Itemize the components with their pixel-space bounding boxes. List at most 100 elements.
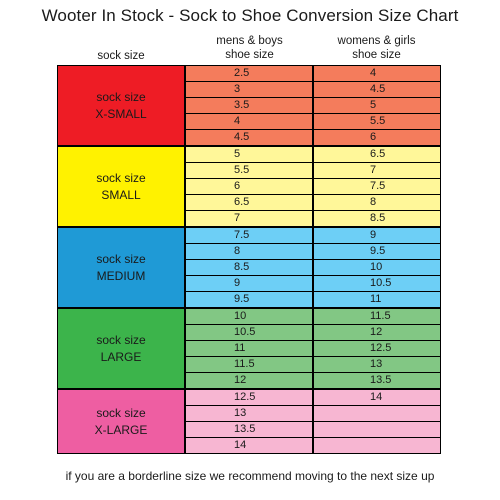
table-row: 7 8.5 <box>186 211 441 226</box>
mens-shoe-size-cell: 8.5 <box>186 260 312 275</box>
womens-shoe-size-cell: 11.5 <box>314 309 440 324</box>
mens-shoe-size-cell: 4 <box>186 114 312 129</box>
sock-size-label-cell: sock size X-LARGE <box>58 390 184 453</box>
table-row: 9.5 11 <box>186 292 441 307</box>
sock-size-header-label: sock size <box>97 50 145 62</box>
womens-shoe-size-cell: 7 <box>314 163 440 178</box>
mens-shoe-size-cell: 11.5 <box>186 357 312 372</box>
sock-size-label-name: LARGE <box>100 349 142 364</box>
mens-shoe-size-cell: 5 <box>186 147 312 162</box>
womens-shoe-size-cell <box>314 438 440 453</box>
mens-shoe-size-cell: 10 <box>186 309 312 324</box>
womens-shoe-size-cell: 9.5 <box>314 244 440 259</box>
sock-size-label-cell: sock size MEDIUM <box>58 228 184 307</box>
sock-size-label-name: MEDIUM <box>96 268 146 283</box>
mens-header-line2: shoe size <box>225 49 274 61</box>
size-group: sock size SMALL 5 6.5 5.5 7 6 7.5 6.5 8 7 8.5 <box>57 146 441 227</box>
mens-shoe-size-cell: 12.5 <box>186 390 312 405</box>
table-row: 11.5 13 <box>186 357 441 372</box>
table-row: 3.5 5 <box>186 98 441 113</box>
mens-shoe-size-cell: 9.5 <box>186 292 312 307</box>
womens-shoe-size-cell <box>314 406 440 421</box>
sock-size-label-name: X-LARGE <box>94 422 148 437</box>
womens-shoe-size-header: womens & girls shoe size <box>313 34 440 62</box>
table-row: 2.5 4 <box>186 66 441 81</box>
mens-shoe-size-cell: 6 <box>186 179 312 194</box>
womens-shoe-size-cell: 11 <box>314 292 440 307</box>
footer-note: if you are a borderline size we recommen… <box>65 469 435 483</box>
table-row: 14 <box>186 438 441 453</box>
chart-title: Wooter In Stock - Sock to Shoe Conversio… <box>41 6 459 25</box>
table-row: 6.5 8 <box>186 195 441 210</box>
sock-size-label-line1: sock size <box>96 251 146 266</box>
table-row: 4 5.5 <box>186 114 441 129</box>
womens-shoe-size-cell: 4.5 <box>314 82 440 97</box>
mens-shoe-size-cell: 13.5 <box>186 422 312 437</box>
mens-shoe-size-cell: 14 <box>186 438 312 453</box>
womens-shoe-size-cell: 6 <box>314 130 440 145</box>
womens-shoe-size-cell: 9 <box>314 228 440 243</box>
mens-shoe-size-cell: 13 <box>186 406 312 421</box>
table-row: 8 9.5 <box>186 244 441 259</box>
table-row: 12 13.5 <box>186 373 441 388</box>
mens-shoe-size-cell: 3 <box>186 82 312 97</box>
womens-header-line2: shoe size <box>352 49 401 61</box>
size-group: sock size LARGE 10 11.5 10.5 12 11 12.5 11.5 13 12… <box>57 308 441 389</box>
sock-size-label-cell: sock size SMALL <box>58 147 184 226</box>
sock-size-label-line1: sock size <box>96 170 146 185</box>
table-row: 11 12.5 <box>186 341 441 356</box>
table-row: 8.5 10 <box>186 260 441 275</box>
sock-size-label-name: X-SMALL <box>95 106 147 121</box>
womens-shoe-size-cell <box>314 422 440 437</box>
womens-shoe-size-cell: 5.5 <box>314 114 440 129</box>
mens-shoe-size-cell: 4.5 <box>186 130 312 145</box>
sock-size-label-cell: sock size X-SMALL <box>58 66 184 145</box>
size-chart-table: sock size X-SMALL 2.5 4 3 4.5 3.5 5 4 5.5 4.5 6 sock… <box>57 65 441 454</box>
womens-shoe-size-cell: 4 <box>314 66 440 81</box>
womens-shoe-size-cell: 6.5 <box>314 147 440 162</box>
mens-shoe-size-cell: 7.5 <box>186 228 312 243</box>
table-row: 7.5 9 <box>186 228 441 243</box>
size-group: sock size MEDIUM 7.5 9 8 9.5 8.5 10 9 10.5 9.5 11 <box>57 227 441 308</box>
mens-shoe-size-cell: 3.5 <box>186 98 312 113</box>
sock-size-label-line1: sock size <box>96 89 146 104</box>
table-row: 10.5 12 <box>186 325 441 340</box>
womens-shoe-size-cell: 5 <box>314 98 440 113</box>
mens-shoe-size-header: mens & boys shoe size <box>186 34 313 62</box>
table-row: 13 <box>186 406 441 421</box>
table-row: 13.5 <box>186 422 441 437</box>
mens-shoe-size-cell: 7 <box>186 211 312 226</box>
womens-shoe-size-cell: 12.5 <box>314 341 440 356</box>
sock-size-label-name: SMALL <box>101 187 141 202</box>
womens-shoe-size-cell: 14 <box>314 390 440 405</box>
table-row: 4.5 6 <box>186 130 441 145</box>
sock-size-header: sock size <box>57 49 185 63</box>
womens-shoe-size-cell: 12 <box>314 325 440 340</box>
mens-shoe-size-cell: 5.5 <box>186 163 312 178</box>
table-row: 10 11.5 <box>186 309 441 324</box>
table-row: 3 4.5 <box>186 82 441 97</box>
womens-shoe-size-cell: 7.5 <box>314 179 440 194</box>
table-row: 9 10.5 <box>186 276 441 291</box>
mens-shoe-size-cell: 9 <box>186 276 312 291</box>
womens-shoe-size-cell: 13 <box>314 357 440 372</box>
sock-size-label-line1: sock size <box>96 405 146 420</box>
size-group: sock size X-LARGE 12.5 14 13 13.5 14 <box>57 389 441 454</box>
mens-shoe-size-cell: 2.5 <box>186 66 312 81</box>
womens-shoe-size-cell: 8 <box>314 195 440 210</box>
mens-shoe-size-cell: 8 <box>186 244 312 259</box>
womens-shoe-size-cell: 10.5 <box>314 276 440 291</box>
table-row: 6 7.5 <box>186 179 441 194</box>
mens-header-line1: mens & boys <box>216 35 283 47</box>
womens-header-line1: womens & girls <box>337 35 416 47</box>
womens-shoe-size-cell: 10 <box>314 260 440 275</box>
mens-shoe-size-cell: 10.5 <box>186 325 312 340</box>
mens-shoe-size-cell: 12 <box>186 373 312 388</box>
womens-shoe-size-cell: 13.5 <box>314 373 440 388</box>
table-row: 5 6.5 <box>186 147 441 162</box>
womens-shoe-size-cell: 8.5 <box>314 211 440 226</box>
mens-shoe-size-cell: 11 <box>186 341 312 356</box>
sock-size-label-cell: sock size LARGE <box>58 309 184 388</box>
table-row: 5.5 7 <box>186 163 441 178</box>
sock-size-label-line1: sock size <box>96 332 146 347</box>
